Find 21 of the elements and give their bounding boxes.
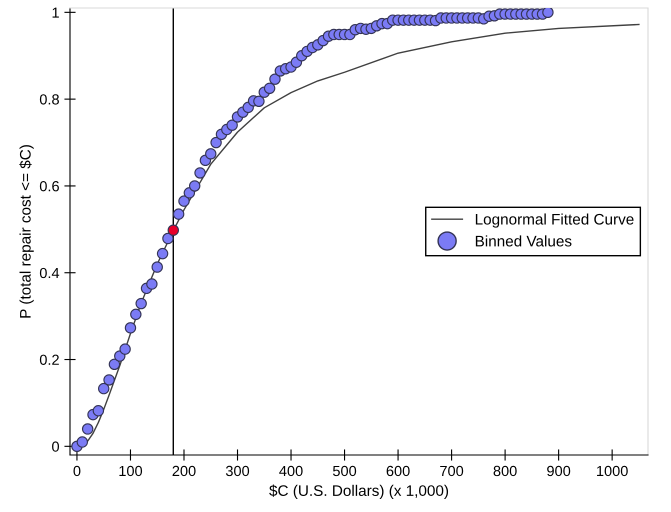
x-axis-title: $C (U.S. Dollars) (x 1,000) — [269, 484, 448, 500]
y-tick-label: 0.8 — [40, 94, 59, 105]
y-tick-label: 0.2 — [40, 354, 59, 365]
x-tick-label: 0 — [73, 466, 80, 476]
x-tick-label: 1000 — [597, 466, 628, 476]
x-tick-label: 700 — [440, 466, 464, 476]
legend-label: Binned Values — [476, 235, 572, 247]
y-tick-label: 0.4 — [40, 268, 60, 278]
x-tick-label: 500 — [332, 466, 356, 476]
y-tick-label: 0 — [52, 441, 60, 452]
legend-label: Lognormal Fitted Curve — [476, 213, 634, 228]
y-axis-title: P (total repair cost <= $C) — [19, 145, 34, 318]
x-tick-label: 200 — [172, 466, 196, 476]
x-tick-label: 300 — [226, 466, 250, 476]
x-tick-label: 800 — [494, 466, 517, 476]
y-tick-label: 0.6 — [40, 181, 59, 192]
x-tick-label: 900 — [547, 466, 570, 476]
x-tick-label: 400 — [279, 466, 303, 476]
x-tick-label: 100 — [119, 466, 142, 476]
y-tick-label: 1 — [52, 8, 59, 18]
x-tick-label: 600 — [386, 466, 410, 476]
